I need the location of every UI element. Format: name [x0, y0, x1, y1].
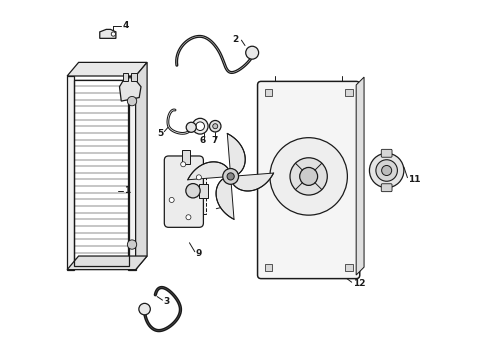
Polygon shape: [231, 173, 273, 191]
Polygon shape: [67, 62, 147, 76]
Polygon shape: [188, 162, 231, 180]
Text: 6: 6: [200, 136, 206, 145]
Circle shape: [290, 158, 327, 195]
Circle shape: [111, 32, 116, 36]
Circle shape: [181, 162, 186, 167]
Polygon shape: [120, 78, 141, 101]
Text: 9: 9: [196, 249, 202, 258]
Bar: [345, 264, 353, 271]
Circle shape: [127, 96, 137, 106]
Circle shape: [245, 46, 259, 59]
FancyBboxPatch shape: [381, 149, 392, 157]
Circle shape: [369, 153, 404, 188]
FancyBboxPatch shape: [164, 156, 203, 227]
Bar: [67, 76, 74, 270]
Circle shape: [227, 173, 234, 180]
Bar: [74, 80, 129, 266]
Polygon shape: [227, 134, 245, 176]
FancyBboxPatch shape: [381, 184, 392, 192]
Polygon shape: [67, 256, 147, 270]
Bar: [265, 89, 272, 96]
Text: 12: 12: [353, 279, 366, 288]
Text: 8: 8: [166, 215, 172, 224]
Text: 3: 3: [163, 297, 170, 306]
Bar: [265, 264, 272, 271]
Polygon shape: [356, 77, 364, 275]
Circle shape: [186, 122, 196, 132]
Circle shape: [300, 167, 318, 185]
Text: 4: 4: [122, 21, 129, 30]
Text: 7: 7: [211, 136, 218, 145]
Text: 2: 2: [232, 35, 239, 44]
Circle shape: [270, 138, 347, 215]
Bar: [123, 73, 128, 81]
Circle shape: [210, 121, 221, 132]
Circle shape: [196, 175, 201, 180]
Polygon shape: [100, 30, 116, 39]
Circle shape: [223, 168, 239, 184]
Circle shape: [213, 124, 218, 129]
Text: 5: 5: [157, 129, 164, 138]
Circle shape: [382, 166, 392, 176]
Circle shape: [196, 122, 204, 131]
FancyBboxPatch shape: [258, 81, 360, 279]
Polygon shape: [136, 62, 147, 270]
Circle shape: [186, 184, 200, 198]
Bar: [131, 73, 137, 81]
Circle shape: [127, 240, 137, 249]
Bar: [345, 89, 353, 96]
Text: 10: 10: [193, 205, 205, 214]
Circle shape: [376, 160, 397, 181]
Circle shape: [169, 197, 174, 202]
Text: 1: 1: [124, 186, 130, 195]
Circle shape: [186, 215, 191, 220]
Circle shape: [139, 303, 150, 315]
Circle shape: [192, 118, 208, 134]
Bar: [182, 169, 205, 214]
Polygon shape: [216, 176, 234, 219]
Bar: [181, 149, 190, 164]
Bar: [128, 76, 136, 270]
Text: 11: 11: [408, 175, 421, 184]
Bar: [199, 184, 208, 198]
